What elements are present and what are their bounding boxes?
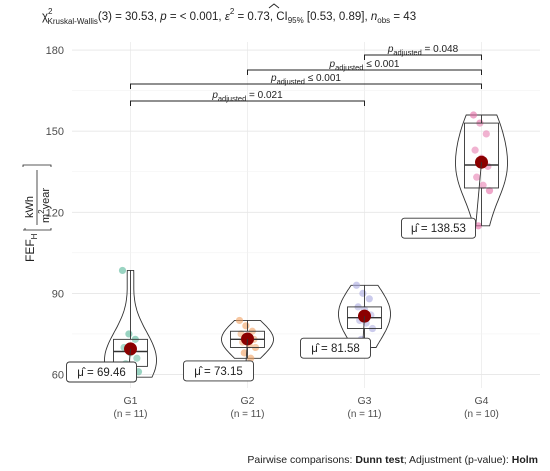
mean-label: μ̂ = 73.15 xyxy=(194,366,243,378)
x-tick-n-label: (n = 11) xyxy=(114,409,148,420)
data-point xyxy=(471,146,479,154)
data-point xyxy=(133,354,141,362)
data-point xyxy=(365,295,373,303)
violin-outline xyxy=(221,319,274,359)
mean-label: μ̂ = 81.58 xyxy=(311,343,360,355)
mean-label-connector xyxy=(475,162,482,229)
mean-label-box xyxy=(66,361,137,383)
x-tick-label: G1 xyxy=(123,395,137,407)
violin-outline xyxy=(104,269,157,378)
y-unit-numerator: kWh xyxy=(24,196,36,218)
mean-label-box xyxy=(401,217,476,239)
x-tick-label: G4 xyxy=(474,395,488,407)
data-point xyxy=(479,181,487,189)
y-tick-label: 90 xyxy=(52,288,64,300)
x-axis: G1 (n = 11) G2 (n = 11) G3 (n = 11) G4 (n = 10) xyxy=(114,395,499,420)
violin-outline xyxy=(455,114,508,227)
data-point xyxy=(235,316,244,325)
data-point xyxy=(352,281,361,289)
pairwise-p-label: padjusted = 0.048 xyxy=(387,44,459,57)
data-point xyxy=(247,354,255,362)
data-point xyxy=(118,266,127,275)
violin-outline xyxy=(338,284,391,348)
data-point xyxy=(482,130,490,138)
data-point xyxy=(242,322,250,330)
y-title-right-bracket xyxy=(22,164,52,167)
x-tick-n-label: (n = 11) xyxy=(348,409,382,420)
y-axis-title-prefix: FEFH xyxy=(23,233,39,262)
data-point xyxy=(125,330,133,338)
epsilon-hat xyxy=(268,3,280,9)
data-point xyxy=(473,173,481,181)
mean-label: μ̂ = 69.46 xyxy=(77,367,126,379)
x-tick-label: G2 xyxy=(240,395,254,407)
pairwise-p-label: padjusted ≤ 0.001 xyxy=(270,73,341,86)
x-tick-label: G3 xyxy=(357,395,371,407)
y-tick-label: 60 xyxy=(52,369,64,381)
y-tick-label: 150 xyxy=(46,126,64,138)
y-tick-label: 180 xyxy=(46,45,64,57)
y-title-left-bracket xyxy=(23,228,52,231)
y-axis: 60 90 120 150 180 xyxy=(46,45,64,381)
chart-stats-title: χ2 Kruskal-Wallis(3) = 30.53, p = < 0.001… xyxy=(42,7,416,26)
mean-label-box xyxy=(183,360,254,382)
pairwise-p-label: padjusted = 0.021 xyxy=(211,90,283,103)
data-point xyxy=(469,111,478,119)
pairwise-caption: Pairwise comparisons: Dunn test; Adjustm… xyxy=(247,454,538,466)
mean-label: μ̂ = 138.53 xyxy=(411,223,466,235)
y-unit-denominator: m2year xyxy=(37,188,52,223)
data-point xyxy=(359,289,367,297)
mean-label-box xyxy=(300,337,371,359)
iqr-box xyxy=(464,122,499,189)
x-tick-n-label: (n = 10) xyxy=(464,409,499,420)
grid-layer xyxy=(72,42,540,388)
data-point xyxy=(474,222,482,230)
pairwise-p-label: padjusted ≤ 0.001 xyxy=(329,59,400,72)
y-tick-label: 120 xyxy=(46,207,64,219)
data-point xyxy=(485,187,494,195)
pairwise-bracket xyxy=(130,83,482,89)
pairwise-bracket xyxy=(364,54,482,60)
x-tick-n-label: (n = 11) xyxy=(231,409,265,420)
mean-labels: μ̂ = 69.46 μ̂ = 73.15 μ̂ = 81.58 μ̂ = 138.5… xyxy=(66,162,482,383)
pairwise-bracket xyxy=(247,69,482,75)
y-axis-title: FEFH kWh m2year xyxy=(22,164,52,262)
group-g4 xyxy=(455,111,508,230)
pairwise-bracket xyxy=(130,100,365,106)
